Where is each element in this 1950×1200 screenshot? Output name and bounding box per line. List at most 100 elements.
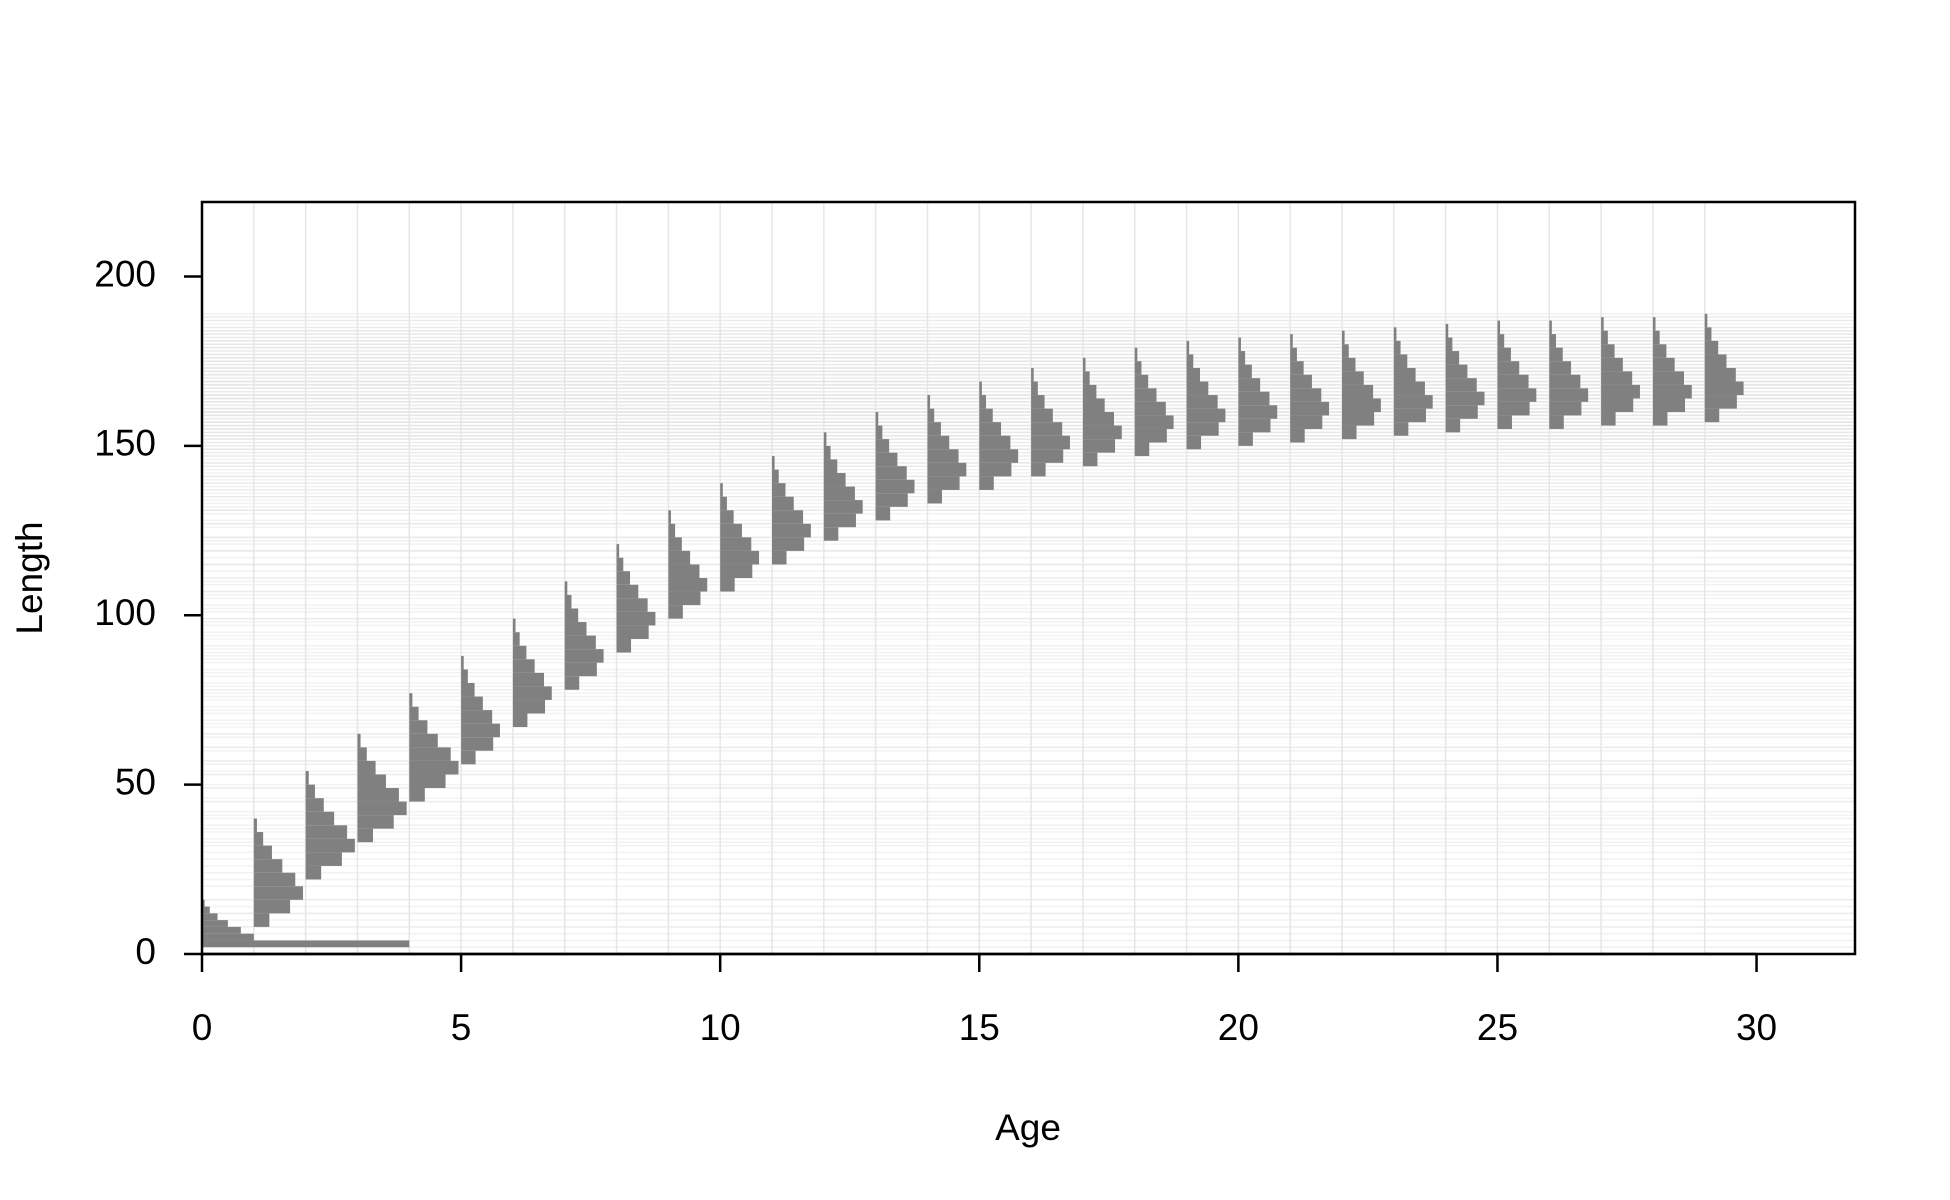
bar xyxy=(461,669,468,684)
bar xyxy=(1393,327,1397,341)
bar xyxy=(616,638,632,653)
bar xyxy=(875,439,890,453)
bar xyxy=(1445,405,1478,419)
bar xyxy=(305,852,342,866)
bar xyxy=(1601,398,1634,413)
x-tick-label: 30 xyxy=(1736,1007,1777,1048)
bar xyxy=(927,476,960,490)
bar xyxy=(823,445,831,460)
bar xyxy=(616,584,639,599)
y-tick-label: 0 xyxy=(135,931,156,972)
bar xyxy=(772,537,805,551)
bar xyxy=(461,750,476,765)
y-tick-label: 200 xyxy=(94,253,156,294)
bar xyxy=(1601,344,1615,358)
bar xyxy=(357,760,376,775)
bar xyxy=(1601,412,1616,426)
x-tick-label: 25 xyxy=(1477,1007,1518,1048)
bar xyxy=(202,913,218,921)
bar xyxy=(668,550,691,565)
x-tick-label: 0 xyxy=(192,1007,213,1048)
bar xyxy=(253,913,270,927)
bar xyxy=(1238,405,1278,419)
bar xyxy=(1704,327,1712,341)
bar xyxy=(668,510,671,524)
bar xyxy=(927,422,941,436)
bar xyxy=(927,435,950,450)
bar xyxy=(1601,317,1604,331)
bar xyxy=(875,506,891,521)
bar xyxy=(823,459,838,473)
bar xyxy=(461,710,493,724)
bar xyxy=(1549,388,1589,402)
bar xyxy=(1082,384,1097,399)
bar xyxy=(1238,378,1261,392)
bar xyxy=(1031,422,1063,436)
bar xyxy=(1082,439,1116,453)
bar xyxy=(512,645,527,660)
bar xyxy=(720,564,753,578)
bar xyxy=(1652,330,1660,345)
bar xyxy=(461,723,500,738)
bar xyxy=(772,456,775,470)
bar xyxy=(1342,344,1349,358)
bar xyxy=(1031,435,1070,450)
bar xyxy=(357,788,399,802)
bar xyxy=(772,483,786,497)
bar xyxy=(1497,320,1501,335)
bar xyxy=(720,496,727,511)
bar xyxy=(875,466,907,480)
y-tick-label: 50 xyxy=(115,761,156,802)
bar xyxy=(1549,415,1564,429)
bar xyxy=(409,720,428,734)
bar xyxy=(564,649,604,663)
bar xyxy=(1393,395,1433,409)
bar xyxy=(668,578,708,592)
bar xyxy=(512,618,516,633)
bar xyxy=(305,825,348,839)
bar xyxy=(1342,371,1364,385)
bar xyxy=(1393,340,1401,355)
bar xyxy=(564,662,597,677)
bar xyxy=(357,774,386,789)
bar xyxy=(616,544,620,558)
bar xyxy=(409,706,419,721)
bar xyxy=(1082,371,1090,385)
bar xyxy=(305,784,315,799)
bar xyxy=(772,469,779,484)
bar xyxy=(1186,395,1218,409)
bar xyxy=(875,479,915,494)
bar xyxy=(1134,428,1167,443)
bar xyxy=(305,771,309,785)
bar xyxy=(616,611,656,626)
bar xyxy=(1186,422,1219,436)
bar xyxy=(1082,452,1098,467)
bar xyxy=(668,523,676,538)
bar xyxy=(720,578,735,592)
bar xyxy=(1497,334,1505,348)
bar xyxy=(1342,412,1375,426)
bar xyxy=(564,622,587,636)
bar xyxy=(1497,388,1537,402)
bar xyxy=(1342,398,1381,413)
bar xyxy=(1393,408,1426,423)
bar xyxy=(1549,334,1557,348)
bar xyxy=(1704,340,1719,355)
bar xyxy=(564,594,572,609)
bar xyxy=(1082,412,1114,426)
x-tick-label: 20 xyxy=(1218,1007,1259,1048)
bar xyxy=(1445,391,1485,406)
bar xyxy=(720,510,734,524)
bar xyxy=(202,906,210,914)
bar xyxy=(512,699,546,714)
bar xyxy=(1134,347,1138,362)
bar xyxy=(409,760,459,775)
bar xyxy=(616,571,631,585)
bar xyxy=(1393,354,1408,368)
bar xyxy=(1290,347,1297,362)
bar xyxy=(512,659,535,673)
bar xyxy=(1497,347,1511,362)
y-axis-label: Length xyxy=(9,521,50,634)
bar xyxy=(1393,381,1425,396)
